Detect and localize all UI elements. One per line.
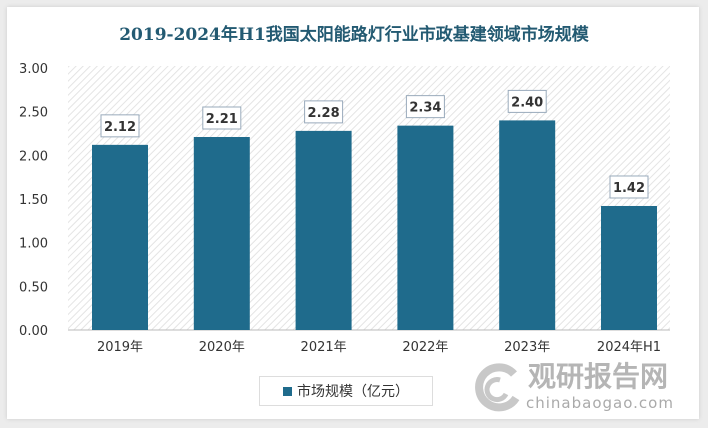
data-label: 2.12: [104, 120, 136, 135]
x-tick-label: 2024年H1: [597, 340, 661, 355]
watermark-en: chinabaogao.com: [526, 394, 674, 412]
y-tick-label: 0.50: [19, 280, 48, 295]
y-tick-label: 1.00: [19, 237, 48, 252]
plot-area: [68, 66, 670, 330]
x-tick-label: 2022年: [402, 340, 448, 355]
y-tick-label: 1.50: [19, 193, 48, 208]
x-tick-label: 2019年: [97, 340, 143, 355]
watermark-cn: 观研报告网: [528, 360, 669, 393]
data-label-box: [405, 95, 445, 119]
data-label: 1.42: [613, 181, 645, 196]
data-label-box: [304, 100, 344, 124]
x-tick-label: 2023年: [504, 340, 550, 355]
y-tick-label: 2.50: [19, 106, 48, 121]
data-label: 2.21: [206, 112, 238, 127]
y-tick-label: 0.00: [19, 324, 48, 339]
data-label-box: [202, 106, 242, 130]
data-label-box: [100, 114, 140, 138]
bar: [193, 136, 250, 330]
bar: [499, 120, 556, 331]
bar: [397, 125, 454, 330]
data-label: 2.40: [511, 95, 543, 110]
x-tick-label: 2020年: [199, 340, 245, 355]
legend: 市场规模（亿元）: [259, 376, 433, 406]
bar: [92, 144, 148, 330]
legend-swatch: [283, 386, 292, 396]
legend-label: 市场规模（亿元）: [297, 384, 409, 400]
chart-title: 2019-2024年H1我国太阳能路灯行业市政基建领域市场规模: [119, 25, 589, 45]
data-label: 2.34: [409, 101, 441, 116]
data-label: 2.28: [308, 106, 340, 121]
bar: [601, 205, 657, 330]
x-tick-label: 2021年: [301, 340, 347, 355]
y-tick-label: 2.00: [19, 149, 48, 164]
data-label-box: [609, 175, 649, 199]
y-tick-label: 3.00: [19, 62, 48, 77]
logo-icon: [475, 363, 520, 412]
bar: [295, 130, 352, 330]
data-label-box: [507, 89, 547, 113]
